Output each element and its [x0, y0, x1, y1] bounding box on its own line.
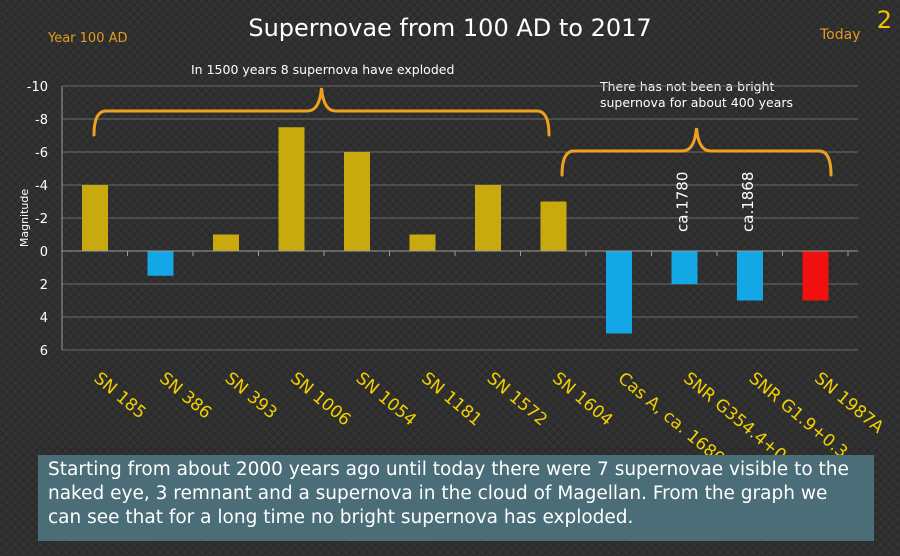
- x-tick-label: SN 1572: [483, 369, 551, 431]
- axes: [61, 86, 858, 350]
- x-tick-label: SN 185: [90, 369, 150, 424]
- note-left: In 1500 years 8 supernova have exploded: [191, 62, 455, 77]
- bracket-left: [92, 87, 551, 137]
- y-axis-label: Magnitude: [18, 189, 31, 248]
- bar: [606, 251, 632, 334]
- y-tick-label: -10: [27, 80, 48, 95]
- y-tick-label: -6: [35, 146, 48, 161]
- bar: [802, 251, 829, 301]
- y-tick-label: 0: [40, 245, 48, 260]
- y-tick-label: 2: [40, 278, 48, 293]
- bars: [82, 127, 829, 334]
- x-tick-label: SN 1181: [417, 369, 485, 431]
- brackets: [92, 87, 833, 177]
- bar: [737, 251, 763, 301]
- bar: [409, 234, 436, 251]
- slide-number: 2: [876, 6, 892, 34]
- bar: [82, 185, 108, 251]
- y-tick-label: -4: [35, 179, 48, 194]
- x-tick-label: SN 393: [221, 369, 281, 424]
- chart-title: Supernovae from 100 AD to 2017: [248, 14, 652, 42]
- caption-box: Starting from about 2000 years ago until…: [38, 455, 874, 541]
- bar-annotation: ca.1780: [674, 172, 692, 232]
- y-tick-label: 6: [40, 344, 48, 359]
- bar: [213, 234, 239, 251]
- x-tick-label: SN 1054: [352, 369, 420, 431]
- y-tick-label: 4: [40, 311, 48, 326]
- x-tick-label: SN 1006: [286, 369, 354, 431]
- x-tick-label: SN 1604: [548, 369, 616, 431]
- x-tick-label: SN 386: [155, 369, 215, 424]
- bar: [344, 152, 370, 251]
- bar: [540, 201, 567, 251]
- grid-lines: [62, 85, 858, 351]
- bar-annotation: ca.1868: [739, 172, 757, 232]
- y-tick-label: -8: [35, 113, 48, 128]
- bracket-right: [560, 127, 833, 177]
- note-right-line-2: supernova for about 400 years: [600, 95, 794, 110]
- bar: [147, 251, 174, 276]
- y-tick-label: -2: [35, 212, 48, 227]
- bar: [278, 127, 305, 251]
- bar: [671, 251, 698, 284]
- corner-label-end: Today: [820, 27, 861, 43]
- corner-label-start: Year 100 AD: [48, 31, 128, 46]
- bar: [475, 185, 501, 251]
